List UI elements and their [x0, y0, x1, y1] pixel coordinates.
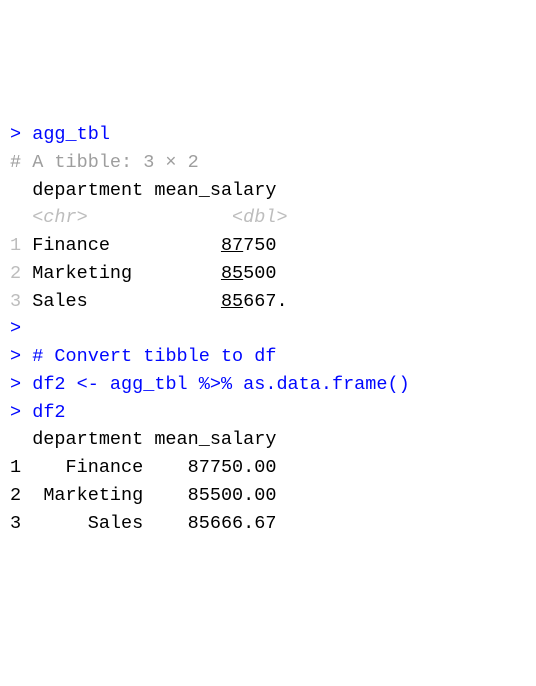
prompt: >: [10, 374, 32, 395]
r-console-output: > agg_tbl # A tibble: 3 × 2 department m…: [10, 121, 526, 537]
df-header: department mean_salary: [10, 429, 276, 450]
cell-pad: [143, 291, 221, 312]
cell-salary-sig: 85: [221, 291, 243, 312]
cell-salary: 85500.00: [143, 485, 276, 506]
prompt: >: [10, 402, 32, 423]
prompt: >: [10, 318, 32, 339]
cell-department: Sales: [21, 291, 143, 312]
command-comment: # Convert tibble to df: [32, 346, 276, 367]
command: df2: [32, 402, 65, 423]
cell-department: Finance: [21, 235, 143, 256]
cell-department: Sales: [21, 513, 143, 534]
row-number: 1: [10, 235, 21, 256]
cell-salary-rest: 500: [243, 263, 287, 284]
cell-department: Marketing: [21, 485, 143, 506]
cell-pad: [143, 263, 221, 284]
col-header-department: department: [10, 180, 143, 201]
cell-salary-rest: 750: [243, 235, 287, 256]
col-type-dbl: <dbl>: [143, 207, 287, 228]
row-number: 3: [10, 291, 21, 312]
row-number: 2: [10, 485, 21, 506]
prompt: >: [10, 346, 32, 367]
cell-salary: 87750.00: [143, 457, 276, 478]
row-number: 3: [10, 513, 21, 534]
row-number: 2: [10, 263, 21, 284]
col-header-mean-salary: mean_salary: [143, 180, 276, 201]
cell-salary-rest: 667.: [243, 291, 287, 312]
cell-salary-sig: 87: [221, 235, 243, 256]
col-type-chr: <chr>: [10, 207, 143, 228]
prompt: >: [10, 124, 32, 145]
cell-department: Marketing: [21, 263, 143, 284]
command: agg_tbl: [32, 124, 110, 145]
command: df2 <- agg_tbl %>% as.data.frame(): [32, 374, 409, 395]
cell-pad: [143, 235, 221, 256]
tibble-header-comment: # A tibble: 3 × 2: [10, 152, 199, 173]
row-number: 1: [10, 457, 21, 478]
cell-department: Finance: [21, 457, 143, 478]
cell-salary-sig: 85: [221, 263, 243, 284]
cell-salary: 85666.67: [143, 513, 276, 534]
